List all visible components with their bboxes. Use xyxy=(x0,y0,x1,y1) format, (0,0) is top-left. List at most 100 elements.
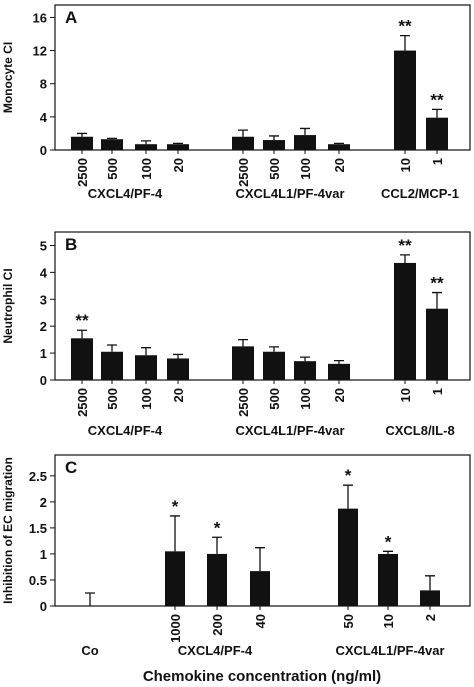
error-bar xyxy=(107,344,117,352)
error-bar xyxy=(141,140,151,145)
error-bar xyxy=(343,484,353,509)
bar xyxy=(250,571,270,606)
error-bar xyxy=(334,359,344,364)
error-bar xyxy=(107,137,117,140)
group-label: CXCL4L1/PF-4var xyxy=(335,643,444,658)
x-tick-label: 2500 xyxy=(75,388,90,417)
y-tick-label: 0 xyxy=(40,373,47,388)
y-axis-label: Inhibition of EC migration xyxy=(1,457,15,604)
error-bar xyxy=(238,129,248,137)
error-bar xyxy=(432,291,442,309)
x-tick-label: 200 xyxy=(210,614,225,636)
panel-label: A xyxy=(65,8,77,27)
x-tick-label: 20 xyxy=(332,158,347,172)
significance: * xyxy=(214,518,221,537)
y-tick-label: 12 xyxy=(33,44,47,59)
x-tick-label: 1000 xyxy=(168,614,183,643)
significance: * xyxy=(385,532,392,551)
y-tick-label: 2.5 xyxy=(29,469,47,484)
bar xyxy=(263,140,285,150)
y-tick-label: 0 xyxy=(40,143,47,158)
error-bar xyxy=(334,142,344,145)
x-tick-label: 2500 xyxy=(236,388,251,417)
x-tick-label: 10 xyxy=(398,158,413,172)
error-bar xyxy=(212,536,222,554)
y-tick-label: 5 xyxy=(40,238,47,253)
x-tick-label: 500 xyxy=(267,388,282,410)
bar xyxy=(394,50,416,151)
x-tick-label: 500 xyxy=(105,158,120,180)
group-label: CXCL4/PF-4 xyxy=(88,186,163,201)
group-label: CXCL4/PF-4 xyxy=(178,643,253,658)
y-tick-label: 3 xyxy=(40,292,47,307)
y-tick-label: 4 xyxy=(40,110,48,125)
x-tick-label: 500 xyxy=(105,388,120,410)
bar xyxy=(167,144,189,150)
error-bar xyxy=(173,353,183,359)
panel-label: C xyxy=(65,458,77,477)
error-bar xyxy=(300,127,310,136)
bar xyxy=(135,144,157,150)
plot-frame xyxy=(54,231,471,381)
x-tick-label: 100 xyxy=(139,388,154,410)
x-tick-label: 50 xyxy=(341,614,356,628)
x-tick-label: 2 xyxy=(423,614,438,621)
y-tick-label: 4 xyxy=(40,265,48,280)
bar xyxy=(378,553,398,606)
error-bar xyxy=(141,347,151,356)
error-bar xyxy=(269,346,279,352)
bar xyxy=(294,135,316,150)
bar xyxy=(135,355,157,380)
bar xyxy=(426,308,448,380)
significance: * xyxy=(172,497,179,516)
x-tick-label: 10 xyxy=(398,388,413,402)
x-tick-label: 2500 xyxy=(236,158,251,187)
group-label: CXCL4L1/PF-4var xyxy=(235,186,344,201)
x-tick-label: 1 xyxy=(430,158,445,165)
error-bar xyxy=(432,108,442,118)
significance: * xyxy=(345,466,352,485)
group-label: CXCL4L1/PF-4var xyxy=(235,423,344,438)
error-bar xyxy=(77,132,87,137)
bar xyxy=(71,136,93,150)
y-tick-label: 1 xyxy=(40,346,47,361)
x-tick-label: 500 xyxy=(267,158,282,180)
plot-frame xyxy=(54,4,471,151)
bar xyxy=(207,553,227,606)
error-bar xyxy=(238,338,248,347)
x-tick-label: 100 xyxy=(139,158,154,180)
x-tick-label: 10 xyxy=(381,614,396,628)
error-bar xyxy=(383,550,393,554)
x-tick-label: 20 xyxy=(332,388,347,402)
group-label: CCL2/MCP-1 xyxy=(381,186,459,201)
y-tick-label: 0.5 xyxy=(29,573,47,588)
y-tick-label: 8 xyxy=(40,77,47,92)
significance: ** xyxy=(75,311,89,330)
x-tick-label: 2500 xyxy=(75,158,90,187)
error-bar xyxy=(85,592,95,606)
x-tick-label: 100 xyxy=(298,388,313,410)
bar xyxy=(328,144,350,150)
x-tick-label: 20 xyxy=(171,158,186,172)
significance: ** xyxy=(398,17,412,36)
bar xyxy=(71,338,93,380)
bar xyxy=(263,351,285,380)
bar xyxy=(232,346,254,380)
bar xyxy=(294,361,316,380)
x-tick-label: 1 xyxy=(430,388,445,395)
significance: ** xyxy=(430,90,444,109)
error-bar xyxy=(269,135,279,141)
bar xyxy=(328,363,350,380)
significance: ** xyxy=(398,236,412,255)
bar xyxy=(232,136,254,150)
y-tick-label: 0 xyxy=(40,599,47,614)
bar xyxy=(426,117,448,150)
y-axis-label: Neutrophil CI xyxy=(1,268,15,343)
y-tick-label: 16 xyxy=(33,10,47,25)
group-label: CXCL4/PF-4 xyxy=(88,423,163,438)
significance: ** xyxy=(430,274,444,293)
y-tick-label: 1.5 xyxy=(29,521,47,536)
error-bar xyxy=(425,575,435,591)
bar xyxy=(167,358,189,380)
